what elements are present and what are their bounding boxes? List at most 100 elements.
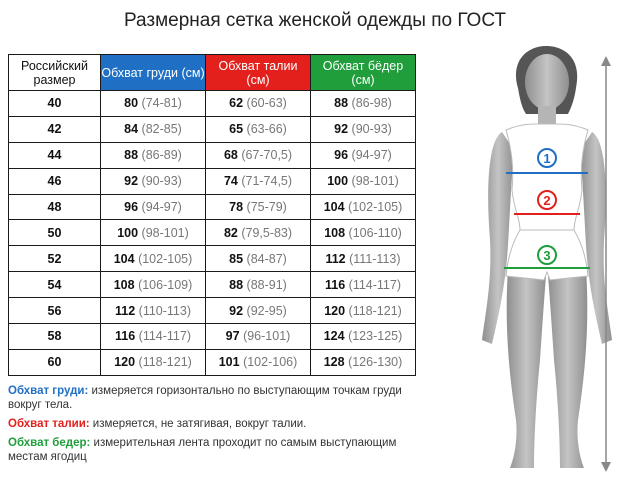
note-hips-label: Обхват бедер: [8,437,91,449]
table-row: 58 116 (114-117) 97 (96-101) 124 (123-125) [8,323,416,350]
hips-range: (118-121) [348,303,402,318]
chest-range: (74-81) [141,96,182,111]
waist-value: 101 [218,355,240,370]
chest-value: 100 [117,225,139,240]
chest-cell: 88 (86-89) [100,141,206,169]
waist-range: (60-63) [246,96,287,111]
hips-cell: 108 (106-110) [310,219,416,247]
hips-range: (102-105) [348,200,403,214]
chest-range: (118-121) [138,355,192,370]
note-waist-label: Обхват талии: [8,418,90,430]
hips-range: (111-113) [349,251,401,266]
note-chest-label: Обхват груди: [8,385,89,397]
chest-range: (102-105) [138,251,193,266]
chest-cell: 80 (74-81) [100,90,206,117]
chest-value: 120 [114,355,136,370]
hips-range: (114-117) [348,277,401,292]
hips-cell: 120 (118-121) [310,297,416,325]
hips-range: (106-110) [348,225,402,240]
size-cell: 42 [8,115,101,143]
chest-cell: 96 (94-97) [100,193,206,221]
waist-cell: 97 (96-101) [205,323,311,350]
hips-cell: 124 (123-125) [310,323,416,350]
chest-value: 92 [124,174,139,189]
chest-cell: 104 (102-105) [100,245,206,273]
note-waist: Обхват талии: измеряется, не затягивая, … [8,417,428,431]
hips-value: 92 [334,122,349,137]
hips-value: 116 [325,277,346,292]
waist-marker-number: 2 [543,193,550,208]
hips-value: 124 [323,329,345,344]
hips-value: 88 [334,96,349,111]
chest-cell: 100 (98-101) [100,219,206,247]
hips-value: 112 [325,251,346,266]
chest-range: (90-93) [141,174,182,189]
hips-cell: 104 (102-105) [310,193,416,221]
waist-cell: 68 (67-70,5) [205,141,311,169]
waist-range: (92-95) [246,303,287,318]
hips-marker-number: 3 [543,248,550,263]
note-chest: Обхват груди: измеряется горизонтально п… [8,384,428,412]
table-row: 56 112 (110-113) 92 (92-95) 120 (118-121) [8,297,416,325]
waist-value: 65 [229,122,244,137]
waist-cell: 92 (92-95) [205,297,311,325]
table-row: 40 80 (74-81) 62 (60-63) 88 (86-98) [8,90,416,117]
chest-value: 80 [124,96,139,111]
hips-value: 104 [323,200,345,214]
size-cell: 48 [8,193,101,221]
hips-range: (86-98) [351,96,392,111]
waist-cell: 82 (79,5-83) [205,219,311,247]
header-size: Российский размер [8,54,101,91]
chest-cell: 120 (118-121) [100,348,206,376]
left-leg-shape [506,268,546,468]
head-shape [525,54,569,110]
size-table: Российский размер Обхват груди (см) Обхв… [8,54,416,376]
hips-marker [537,245,557,265]
chest-range: (82-85) [141,122,182,137]
right-arm-shape [580,132,612,344]
waist-cell: 101 (102-106) [205,348,311,376]
hips-cell: 116 (114-117) [310,271,416,299]
waist-range: (88-91) [246,277,287,292]
table-row: 54 108 (106-109) 88 (88-91) 116 (114-117) [8,271,416,299]
table-row: 46 92 (90-93) 74 (71-74,5) 100 (98-101) [8,167,416,195]
body-figure: 1 2 3 [470,40,630,476]
chest-range: (86-89) [141,148,182,163]
size-cell: 56 [8,297,101,325]
right-leg-shape [548,268,588,468]
waist-value: 74 [223,174,238,189]
hips-value: 96 [334,148,349,163]
hips-range: (126-130) [348,355,403,370]
chest-range: (110-113) [138,303,191,318]
waist-range: (63-66) [246,122,287,137]
chest-value: 116 [115,329,136,344]
size-cell: 40 [8,90,101,117]
chest-range: (94-97) [141,200,182,214]
waist-cell: 85 (84-87) [205,245,311,273]
waist-range: (75-79) [246,200,287,214]
table-row: 60 120 (118-121) 101 (102-106) 128 (126-130… [8,348,416,376]
waist-range: (67-70,5) [241,148,293,163]
hips-cell: 88 (86-98) [310,90,416,117]
waist-value: 85 [229,251,244,266]
waist-cell: 65 (63-66) [205,115,311,143]
hips-range: (94-97) [351,148,392,163]
table-row: 42 84 (82-85) 65 (63-66) 92 (90-93) [8,115,416,143]
table-header-row: Российский размер Обхват груди (см) Обхв… [8,54,416,91]
waist-range: (102-106) [243,355,298,370]
chest-value: 88 [124,148,139,163]
hips-range: (98-101) [351,174,399,189]
waist-range: (71-74,5) [241,174,293,189]
top-garment-shape [505,123,589,231]
chest-marker [537,148,557,168]
header-chest: Обхват груди (см) [100,54,206,91]
chest-value: 108 [113,277,135,292]
header-waist: Обхват талии (см) [205,54,311,91]
size-cell: 60 [8,348,101,376]
hips-cell: 128 (126-130) [310,348,416,376]
size-cell: 50 [8,219,101,247]
waist-range: (79,5-83) [241,225,293,240]
body-silhouette-illustration: 1 2 3 [482,46,612,472]
hips-value: 120 [324,303,346,318]
waist-value: 92 [229,303,244,318]
